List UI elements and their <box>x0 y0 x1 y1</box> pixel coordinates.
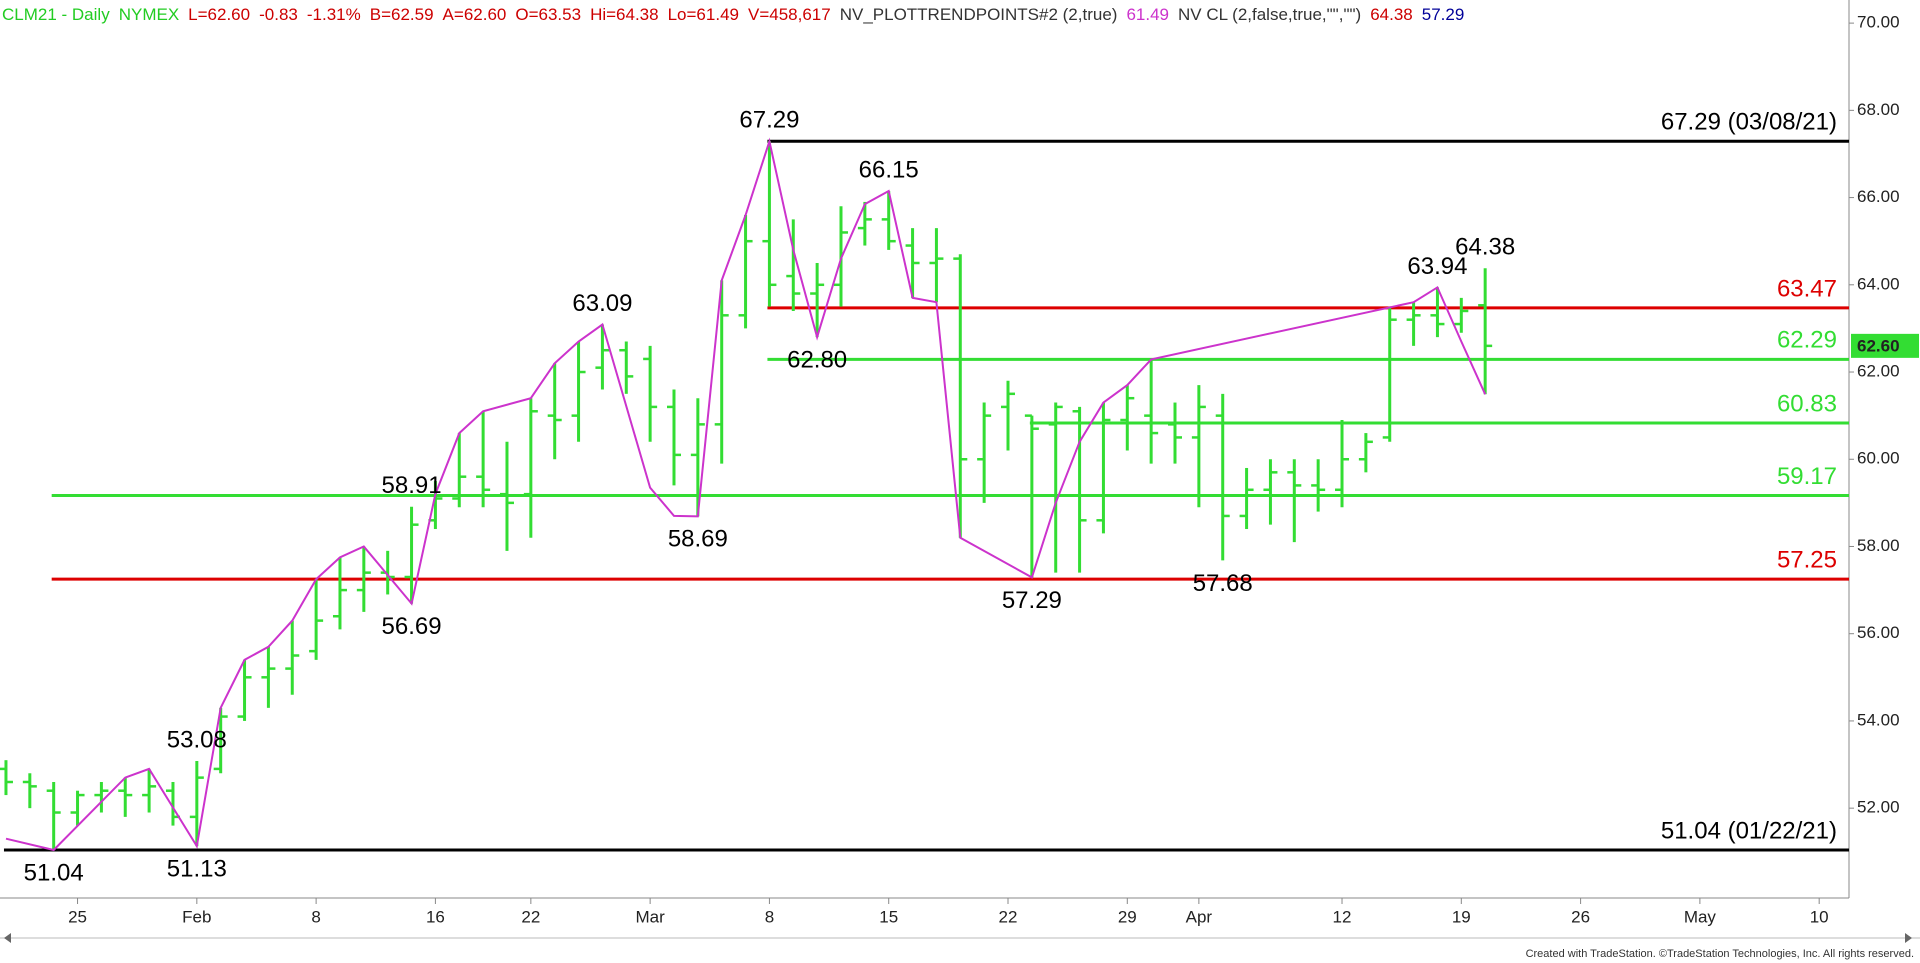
header-segment: NYMEX <box>119 5 179 24</box>
footer: Created with TradeStation. ©TradeStation… <box>1526 948 1914 960</box>
level-label: 59.17 <box>1777 463 1837 490</box>
x-tick-label: 8 <box>311 907 320 926</box>
x-tick-label: 8 <box>765 907 774 926</box>
trend-line <box>5 137 1487 852</box>
header-segment: Hi=64.38 <box>590 5 659 24</box>
pivot-label: 64.38 <box>1455 234 1515 261</box>
y-tick-label: 54.00 <box>1857 710 1900 729</box>
x-tick-label: Mar <box>635 907 665 926</box>
header-segment: NV_PLOTTRENDPOINTS#2 (2,true) <box>840 5 1118 24</box>
pivot-label: 51.13 <box>167 855 227 882</box>
y-tick-label: 60.00 <box>1857 449 1900 468</box>
level-label: 57.25 <box>1777 547 1837 574</box>
x-tick-label: 15 <box>879 907 898 926</box>
level-label: 60.83 <box>1777 390 1837 417</box>
x-tick-label: 25 <box>68 907 87 926</box>
y-tick-label: 68.00 <box>1857 100 1900 119</box>
y-tick-label: 56.00 <box>1857 623 1900 642</box>
pivot-label: 63.09 <box>572 290 632 317</box>
header-segment: CLM21 - Daily <box>2 5 110 24</box>
x-tick-label: 12 <box>1333 907 1352 926</box>
y-tick-label: 70.00 <box>1857 13 1900 32</box>
pivot-label: 56.69 <box>382 613 442 640</box>
last-price-box <box>1851 333 1919 358</box>
pivot-label: 57.29 <box>1002 587 1062 614</box>
header-segment: L=62.60 <box>188 5 250 24</box>
x-tick-label: 22 <box>521 907 540 926</box>
x-tick-label: 10 <box>1810 907 1829 926</box>
x-tick-label: 26 <box>1571 907 1590 926</box>
pivot-label: 58.69 <box>668 526 728 553</box>
x-tick-label: 19 <box>1452 907 1471 926</box>
header-segment: V=458,617 <box>748 5 831 24</box>
y-tick-label: 52.00 <box>1857 798 1900 817</box>
y-tick-label: 62.00 <box>1857 362 1900 381</box>
scroll-left-arrow[interactable] <box>4 933 11 943</box>
header-segment: 64.38 <box>1370 5 1413 24</box>
header: CLM21 - Daily NYMEX L=62.60 -0.83 -1.31% B=62… <box>2 5 1464 24</box>
pivot-label: 58.91 <box>382 472 442 499</box>
header-segment: Lo=61.49 <box>668 5 739 24</box>
level-label: 63.47 <box>1777 275 1837 302</box>
level-label: 51.04 (01/22/21) <box>1661 817 1837 844</box>
header-segment: NV CL (2,false,true,"","") <box>1178 5 1361 24</box>
y-tick-label: 64.00 <box>1857 274 1900 293</box>
last-price-label: 62.60 <box>1857 336 1900 355</box>
header-segment: -1.31% <box>307 5 361 24</box>
x-tick-label: 22 <box>999 907 1018 926</box>
header-segment: 61.49 <box>1126 5 1169 24</box>
header-segment: -0.83 <box>259 5 298 24</box>
x-tick-label: 29 <box>1118 907 1137 926</box>
pivot-label: 67.29 <box>739 107 799 134</box>
x-tick-label: 16 <box>426 907 445 926</box>
x-tick-label: Feb <box>182 907 211 926</box>
header-segment: 57.29 <box>1422 5 1465 24</box>
y-tick-label: 58.00 <box>1857 536 1900 555</box>
pivot-label: 66.15 <box>859 156 919 183</box>
x-tick-label: Apr <box>1186 907 1213 926</box>
level-label: 67.29 (03/08/21) <box>1661 109 1837 136</box>
header-segment: B=62.59 <box>370 5 434 24</box>
pivot-label: 62.80 <box>787 346 847 373</box>
x-tick-label: May <box>1684 907 1717 926</box>
level-label: 62.29 <box>1777 327 1837 354</box>
pivot-label: 63.94 <box>1407 253 1467 280</box>
scroll-right-arrow[interactable] <box>1905 933 1912 943</box>
pivot-label: 53.08 <box>167 726 227 753</box>
pivot-label: 57.68 <box>1193 570 1253 597</box>
y-tick-label: 66.00 <box>1857 187 1900 206</box>
pivot-label: 51.04 <box>24 859 84 886</box>
header-segment: O=63.53 <box>515 5 581 24</box>
header-segment: A=62.60 <box>443 5 507 24</box>
